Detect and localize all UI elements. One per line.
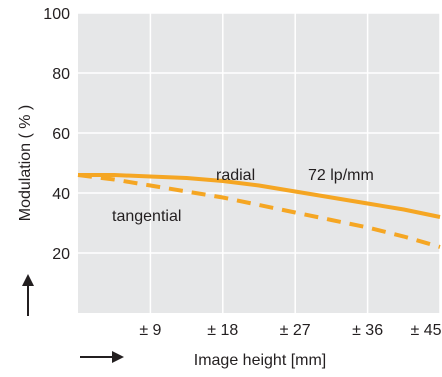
grid [78,12,441,313]
annotation-label: 72 lp/mm [308,167,374,184]
y-axis-arrow [22,274,34,316]
series-group [77,173,441,249]
x-tick-label: ± 9 [139,322,161,339]
y-axis-label: Modulation ( % ) [17,105,34,222]
x-tick-label: ± 18 [207,322,238,339]
radial-label: radial [216,167,255,184]
y-tick-label: 100 [43,6,70,23]
plot-area [78,13,440,313]
tangential-label: tangential [112,208,181,225]
y-tick-label: 40 [52,186,70,203]
x-tick-label: ± 45 [410,322,441,339]
y-tick-label: 80 [52,66,70,83]
x-axis-label: Image height [mm] [194,352,327,369]
x-tick-labels: ± 9 ± 18 ± 27 ± 36 ± 45 [139,322,441,339]
x-tick-label: ± 36 [352,322,383,339]
y-tick-labels: 20 40 60 80 100 [43,6,70,263]
x-tick-label: ± 27 [280,322,311,339]
y-tick-label: 20 [52,246,70,263]
y-tick-label: 60 [52,126,70,143]
series-line-radial [78,173,441,219]
series-line-tangential [77,173,441,249]
x-axis-arrow [80,351,124,363]
